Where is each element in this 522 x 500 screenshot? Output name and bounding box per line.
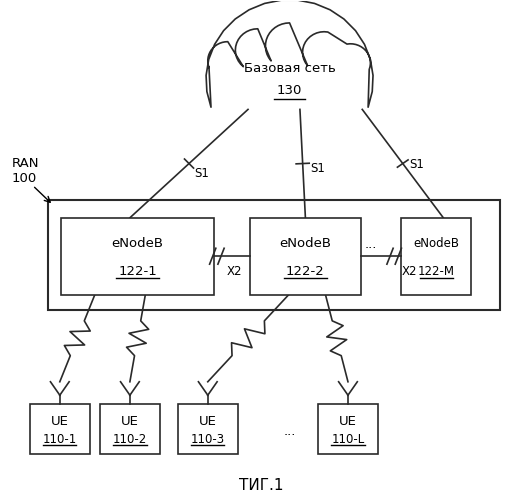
Bar xyxy=(100,404,160,454)
Text: X2: X2 xyxy=(226,265,242,278)
Text: ...: ... xyxy=(365,238,377,251)
Bar xyxy=(178,404,238,454)
Text: eNodeB: eNodeB xyxy=(413,236,459,250)
Bar xyxy=(250,218,361,294)
Text: S1: S1 xyxy=(310,162,325,174)
Text: UE: UE xyxy=(199,415,217,428)
Text: ...: ... xyxy=(283,425,296,438)
Text: 130: 130 xyxy=(277,84,302,98)
Bar xyxy=(401,218,471,294)
Bar xyxy=(61,218,214,294)
Text: RAN
100: RAN 100 xyxy=(12,158,39,186)
Text: 110-L: 110-L xyxy=(331,434,364,446)
Polygon shape xyxy=(206,0,373,107)
Text: UE: UE xyxy=(51,415,69,428)
Text: 122-1: 122-1 xyxy=(118,265,157,278)
Text: X2: X2 xyxy=(402,265,418,278)
Bar xyxy=(48,200,500,310)
Text: 110-2: 110-2 xyxy=(113,434,147,446)
Text: 122-2: 122-2 xyxy=(286,265,325,278)
Text: 110-3: 110-3 xyxy=(191,434,225,446)
Text: eNodeB: eNodeB xyxy=(112,236,164,250)
Text: UE: UE xyxy=(339,415,357,428)
Text: Базовая сеть: Базовая сеть xyxy=(244,62,336,75)
Text: eNodeB: eNodeB xyxy=(279,236,331,250)
Text: S1: S1 xyxy=(409,158,424,171)
Text: S1: S1 xyxy=(194,167,209,180)
Text: UE: UE xyxy=(121,415,139,428)
Text: 122-M: 122-M xyxy=(418,265,455,278)
Bar xyxy=(30,404,90,454)
Bar xyxy=(318,404,378,454)
Text: ΤИГ.1: ΤИГ.1 xyxy=(239,478,283,492)
Text: 110-1: 110-1 xyxy=(43,434,77,446)
